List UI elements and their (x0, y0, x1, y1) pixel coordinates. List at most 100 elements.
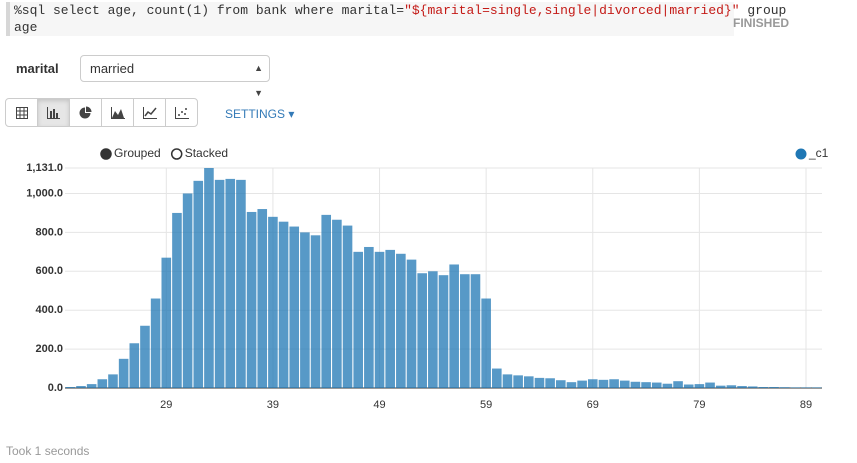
bar[interactable] (76, 386, 86, 388)
radio-label[interactable]: Stacked (185, 146, 228, 160)
bar[interactable] (502, 374, 513, 388)
bar[interactable] (492, 368, 502, 388)
select-arrow: ▲ ▼ (254, 63, 263, 98)
bar[interactable] (118, 358, 129, 388)
bar[interactable] (811, 387, 822, 388)
bar[interactable] (523, 376, 534, 388)
bar[interactable] (342, 225, 353, 388)
bar[interactable] (364, 246, 374, 388)
bar[interactable] (587, 379, 598, 388)
bar[interactable] (651, 382, 662, 388)
bar[interactable] (161, 257, 172, 388)
icon (15, 106, 28, 119)
bar[interactable] (204, 168, 214, 388)
bar[interactable] (97, 379, 108, 388)
bar[interactable] (182, 193, 193, 388)
bar[interactable] (86, 384, 97, 388)
icon (47, 106, 60, 119)
pie-chart-button[interactable] (69, 98, 102, 127)
bar[interactable] (715, 385, 726, 388)
y-tick-label: 200.0 (35, 343, 63, 355)
select[interactable]: married ▲ ▼ (80, 55, 270, 98)
x-tick-label: 29 (160, 399, 172, 411)
bar[interactable] (417, 273, 427, 388)
bar[interactable] (609, 379, 619, 388)
bar[interactable] (726, 385, 737, 388)
bar[interactable] (321, 214, 332, 388)
bar[interactable] (257, 209, 268, 388)
bar[interactable] (214, 179, 225, 388)
code-text: age (14, 20, 38, 35)
bar[interactable] (662, 383, 673, 388)
bar[interactable] (577, 380, 587, 388)
bar[interactable] (193, 180, 204, 388)
bar[interactable] (619, 380, 630, 388)
bar[interactable] (150, 298, 161, 388)
bar[interactable] (737, 386, 747, 388)
bar[interactable] (545, 378, 555, 388)
bar[interactable] (449, 264, 459, 388)
bar[interactable] (246, 211, 257, 388)
legend-label[interactable]: _c1 (808, 146, 829, 160)
status: FINISHED (733, 16, 790, 30)
bar[interactable] (460, 274, 470, 388)
bar[interactable] (310, 235, 321, 388)
bar[interactable] (769, 387, 779, 388)
bar[interactable] (673, 381, 683, 388)
bar[interactable] (289, 226, 300, 388)
bar[interactable] (278, 221, 289, 388)
bar[interactable] (683, 384, 694, 388)
bar[interactable] (225, 178, 236, 388)
footer: Took 1 seconds (6, 444, 90, 458)
bar-chart-button[interactable] (37, 98, 70, 127)
bar[interactable] (779, 387, 790, 388)
bar[interactable] (268, 216, 278, 388)
bar[interactable] (332, 219, 342, 388)
icon (174, 106, 189, 119)
bar[interactable] (140, 325, 150, 388)
bar[interactable] (513, 375, 523, 388)
bar[interactable] (705, 382, 715, 388)
bar[interactable] (534, 377, 545, 388)
settings-toggle[interactable]: SETTINGS ▾ (225, 107, 295, 121)
bar[interactable] (694, 384, 705, 388)
bar[interactable] (555, 380, 566, 388)
bar[interactable] (428, 271, 438, 388)
area-chart-button[interactable] (101, 98, 134, 127)
bar[interactable] (758, 387, 769, 388)
bar[interactable] (641, 382, 651, 388)
settings-label: SETTINGS (225, 107, 286, 121)
bar[interactable] (470, 274, 481, 388)
bar[interactable] (172, 212, 182, 388)
legend-marker[interactable] (795, 148, 807, 160)
bar[interactable] (385, 249, 395, 388)
table-button[interactable] (5, 98, 38, 127)
bar[interactable] (481, 298, 491, 388)
code-editor[interactable]: %sql select age, count(1) from bank wher… (6, 2, 786, 36)
bar[interactable] (406, 259, 417, 388)
radio-label[interactable]: Grouped (114, 146, 161, 160)
bar[interactable] (566, 382, 577, 388)
line-chart-button[interactable] (133, 98, 166, 127)
bar[interactable] (396, 253, 406, 388)
radio[interactable] (170, 148, 183, 160)
bar[interactable] (108, 374, 118, 388)
radio[interactable] (100, 148, 112, 160)
bar[interactable] (236, 179, 246, 388)
toolbar (5, 98, 198, 127)
bar[interactable] (438, 275, 449, 388)
bar[interactable] (598, 379, 609, 388)
bar[interactable] (300, 232, 310, 388)
bar[interactable] (801, 387, 811, 388)
bar[interactable] (747, 386, 758, 388)
bar[interactable] (65, 387, 76, 388)
bar[interactable] (630, 381, 641, 388)
bar[interactable] (129, 343, 140, 388)
bar[interactable] (374, 251, 385, 388)
scatter-chart-button[interactable] (165, 98, 198, 127)
bar[interactable] (353, 251, 364, 388)
bar[interactable] (790, 387, 801, 388)
y-tick-label: 0.0 (48, 382, 63, 394)
